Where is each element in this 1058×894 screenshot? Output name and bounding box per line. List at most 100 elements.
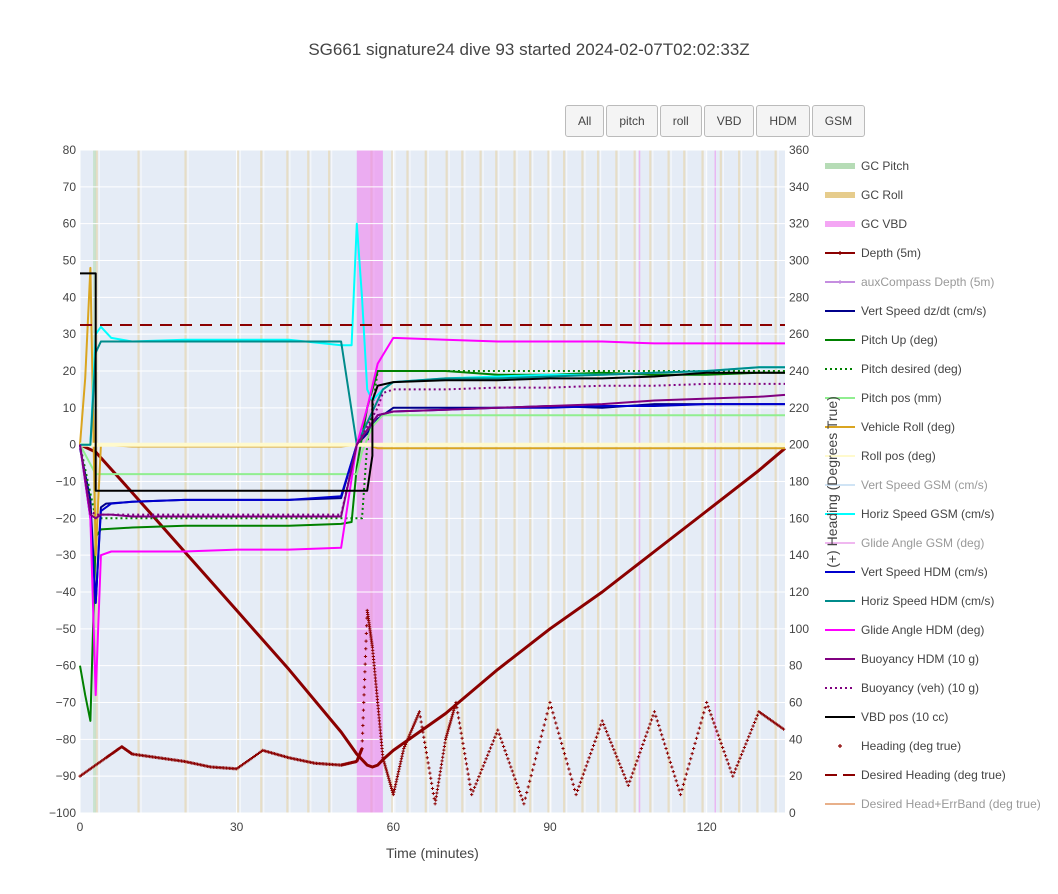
legend-item-pitch-desired-deg[interactable]: Pitch desired (deg): [824, 354, 1041, 383]
heading-point: [389, 786, 394, 791]
legend-item-roll-pos-deg[interactable]: Roll pos (deg): [824, 441, 1041, 470]
legend-item-pitch-up-deg[interactable]: Pitch Up (deg): [824, 325, 1041, 354]
heading-point: [429, 776, 433, 780]
heading-point: [490, 742, 494, 747]
heading-point: [722, 750, 726, 754]
y-tick-label: 0: [69, 438, 76, 452]
legend-item-horiz-speed-gsm-cm-s[interactable]: Horiz Speed GSM (cm/s): [824, 499, 1041, 528]
heading-point: [573, 787, 577, 792]
legend-item-buoyancy-hdm-10-g[interactable]: Buoyancy HDM (10 g): [824, 644, 1041, 673]
heading-point: [707, 709, 712, 713]
legend-item-glide-angle-hdm-deg[interactable]: Glide Angle HDM (deg): [824, 615, 1041, 644]
heading-point: [504, 753, 509, 757]
heading-point: [665, 751, 670, 755]
btn-roll[interactable]: roll: [659, 105, 702, 137]
heading-point: [439, 762, 444, 766]
heading-point: [728, 766, 732, 770]
heading-point: [420, 725, 424, 729]
legend-label: Vehicle Roll (deg): [861, 419, 956, 434]
heading-point: [632, 767, 636, 771]
legend-item-horiz-speed-hdm-cm-s[interactable]: Horiz Speed HDM (cm/s): [824, 586, 1041, 615]
heading-point: [567, 767, 571, 771]
heading-point: [538, 740, 542, 744]
heading-point: [439, 766, 443, 770]
heading-point: [472, 785, 477, 790]
legend-item-glide-angle-gsm-deg[interactable]: Glide Angle GSM (deg): [824, 528, 1041, 557]
legend-item-desired-heading-deg-true[interactable]: Desired Heading (deg true): [824, 760, 1041, 789]
heading-point: [363, 677, 367, 682]
heading-point: [361, 716, 365, 720]
heading-point: [612, 747, 616, 752]
heading-point: [574, 792, 578, 797]
heading-point: [709, 713, 713, 717]
heading-point: [360, 731, 365, 735]
btn-pitch[interactable]: pitch: [606, 105, 658, 137]
heading-point: [372, 660, 376, 665]
legend-item-auxcompass-depth-5m[interactable]: auxCompass Depth (5m): [824, 267, 1041, 296]
y2-tick-label: 20: [789, 769, 803, 783]
heading-point: [360, 739, 364, 743]
legend-item-heading-deg-true[interactable]: Heading (deg true): [824, 731, 1041, 760]
legend-item-vert-speed-gsm-cm-s[interactable]: Vert Speed GSM (cm/s): [824, 470, 1041, 499]
heading-point: [395, 775, 399, 779]
heading-point: [423, 745, 428, 750]
heading-point: [603, 726, 607, 730]
legend-item-vehicle-roll-deg[interactable]: Vehicle Roll (deg): [824, 412, 1041, 441]
heading-point: [615, 755, 619, 759]
heading-point: [564, 757, 568, 761]
btn-vbd[interactable]: VBD: [703, 105, 755, 137]
heading-point: [382, 760, 386, 764]
heading-point: [662, 742, 667, 746]
heading-point: [381, 756, 385, 760]
heading-point: [499, 736, 503, 740]
heading-point: [363, 662, 367, 666]
heading-point: [736, 760, 741, 764]
legend-item-pitch-pos-mm[interactable]: Pitch pos (mm): [824, 383, 1041, 412]
heading-point: [436, 780, 441, 784]
btn-hdm[interactable]: HDM: [756, 105, 810, 137]
heading-point: [376, 703, 380, 708]
heading-point: [610, 744, 614, 748]
heading-point: [389, 784, 393, 788]
heading-point: [619, 765, 623, 770]
heading-point: [454, 700, 458, 705]
heading-point: [545, 712, 549, 716]
heading-point: [552, 716, 556, 720]
legend-swatch: [825, 512, 855, 515]
legend-item-buoyancy-veh-10-g[interactable]: Buoyancy (veh) (10 g): [824, 673, 1041, 702]
legend-item-depth-5m[interactable]: Depth (5m): [824, 238, 1041, 267]
heading-point: [452, 707, 456, 711]
heading-point: [374, 688, 379, 692]
heading-point: [544, 717, 548, 721]
heading-point: [575, 788, 580, 793]
x-tick-label: 120: [697, 820, 717, 834]
legend-swatch: [825, 250, 855, 255]
heading-point: [373, 673, 377, 677]
heading-point: [406, 736, 410, 740]
heading-point: [594, 735, 599, 739]
legend-item-vbd-pos-10-cc[interactable]: VBD pos (10 cc): [824, 702, 1041, 731]
heading-point: [462, 746, 466, 751]
heading-point: [677, 788, 681, 792]
btn-gsm[interactable]: GSM: [811, 105, 866, 137]
btn-all[interactable]: All: [565, 105, 605, 137]
heading-point: [693, 741, 697, 746]
heading-point: [530, 768, 535, 772]
legend-item-gc-roll[interactable]: GC Roll: [824, 180, 1041, 209]
heading-point: [360, 746, 364, 751]
heading-point: [416, 712, 421, 716]
heading-point: [752, 720, 757, 725]
heading-point: [535, 751, 539, 755]
heading-point: [644, 734, 648, 738]
heading-point: [434, 798, 438, 802]
heading-point: [463, 757, 468, 761]
heading-point: [423, 740, 427, 745]
legend-item-vert-speed-dz-dt-cm-s[interactable]: Vert Speed dz/dt (cm/s): [824, 296, 1041, 325]
legend-item-vert-speed-hdm-cm-s[interactable]: Vert Speed HDM (cm/s): [824, 557, 1041, 586]
legend-item-gc-vbd[interactable]: GC VBD: [824, 209, 1041, 238]
heading-point: [657, 723, 661, 728]
heading-point: [448, 721, 452, 725]
legend-item-desired-head-errband-deg-true[interactable]: Desired Head+ErrBand (deg true): [824, 789, 1041, 818]
legend-item-gc-pitch[interactable]: GC Pitch: [824, 151, 1041, 180]
